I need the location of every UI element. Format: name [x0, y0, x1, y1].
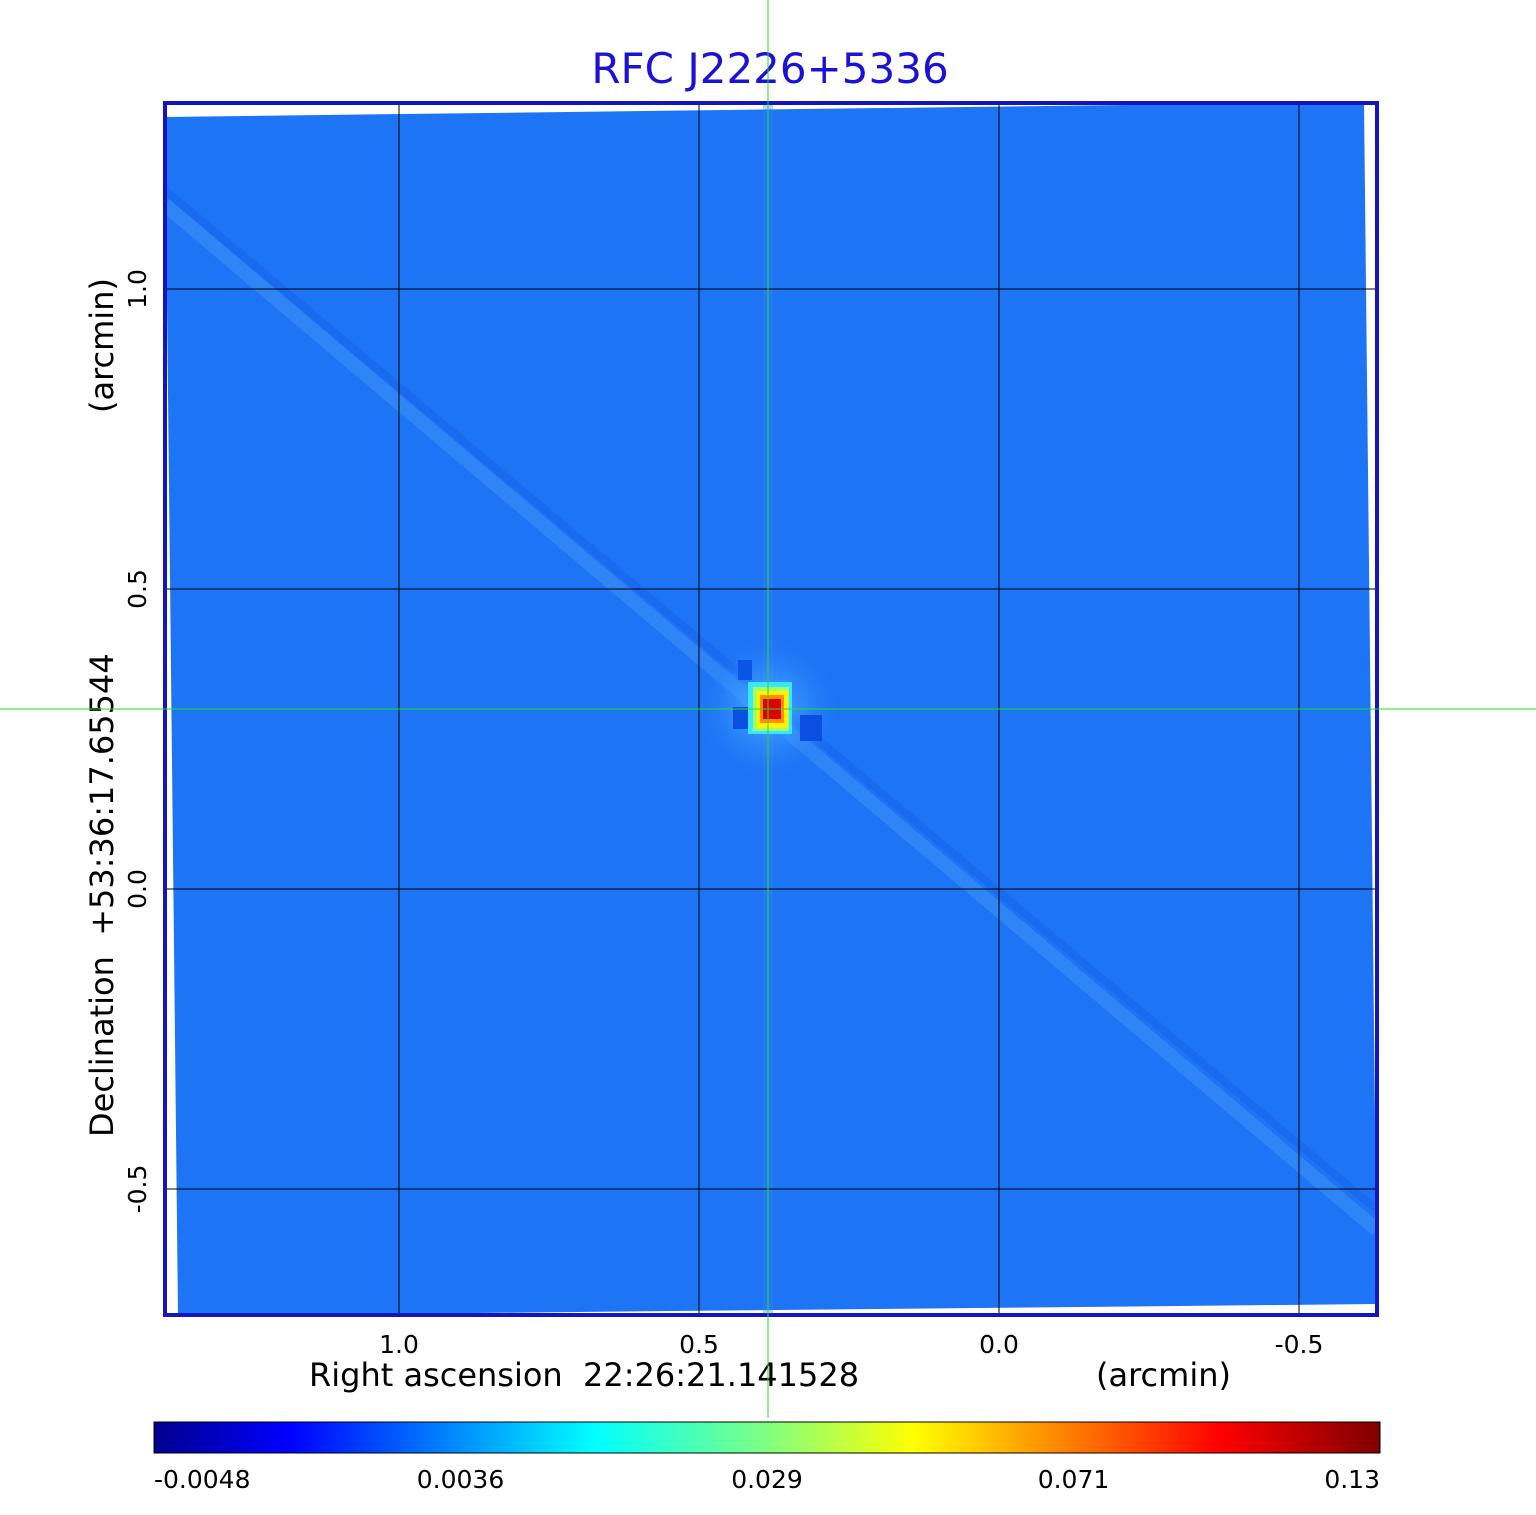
y-axis-label: Declination +53:36:17.65544	[83, 653, 121, 1137]
colorbar-label: 0.071	[1038, 1465, 1110, 1494]
x-tick-labels: 1.0 0.5 0.0 -0.5	[379, 1330, 1323, 1359]
y-tick-label: -0.5	[123, 1165, 152, 1214]
y-tick-label: 1.0	[123, 269, 152, 309]
y-tick-label: 0.5	[123, 569, 152, 609]
colorbar-label: 0.13	[1324, 1465, 1380, 1494]
colorbar-label: 0.0036	[417, 1465, 504, 1494]
x-tick-label: -0.5	[1275, 1330, 1324, 1359]
x-tick-label: 0.5	[679, 1330, 719, 1359]
y-tick-label: 0.0	[123, 869, 152, 909]
colorbar-labels: -0.0048 0.0036 0.029 0.071 0.13	[154, 1465, 1380, 1494]
colorbar-gradient	[153, 1421, 1381, 1454]
x-axis-label: Right ascension 22:26:21.141528	[309, 1356, 859, 1394]
negative-lobe-2	[800, 715, 822, 741]
x-axis-unit: (arcmin)	[1096, 1356, 1231, 1394]
x-tick-label: 1.0	[379, 1330, 419, 1359]
negative-lobe-3	[738, 660, 752, 680]
y-tick-labels: 1.0 0.5 0.0 -0.5	[123, 269, 152, 1213]
crosshair	[0, 0, 1536, 1418]
colorbar-label: -0.0048	[154, 1465, 251, 1494]
colorbar-label: 0.029	[731, 1465, 803, 1494]
y-axis-unit: (arcmin)	[83, 278, 121, 413]
colorbar: -0.0048 0.0036 0.029 0.071 0.13	[153, 1421, 1381, 1494]
x-tick-label: 0.0	[979, 1330, 1019, 1359]
chart-title: RFC J2226+5336	[591, 44, 948, 93]
